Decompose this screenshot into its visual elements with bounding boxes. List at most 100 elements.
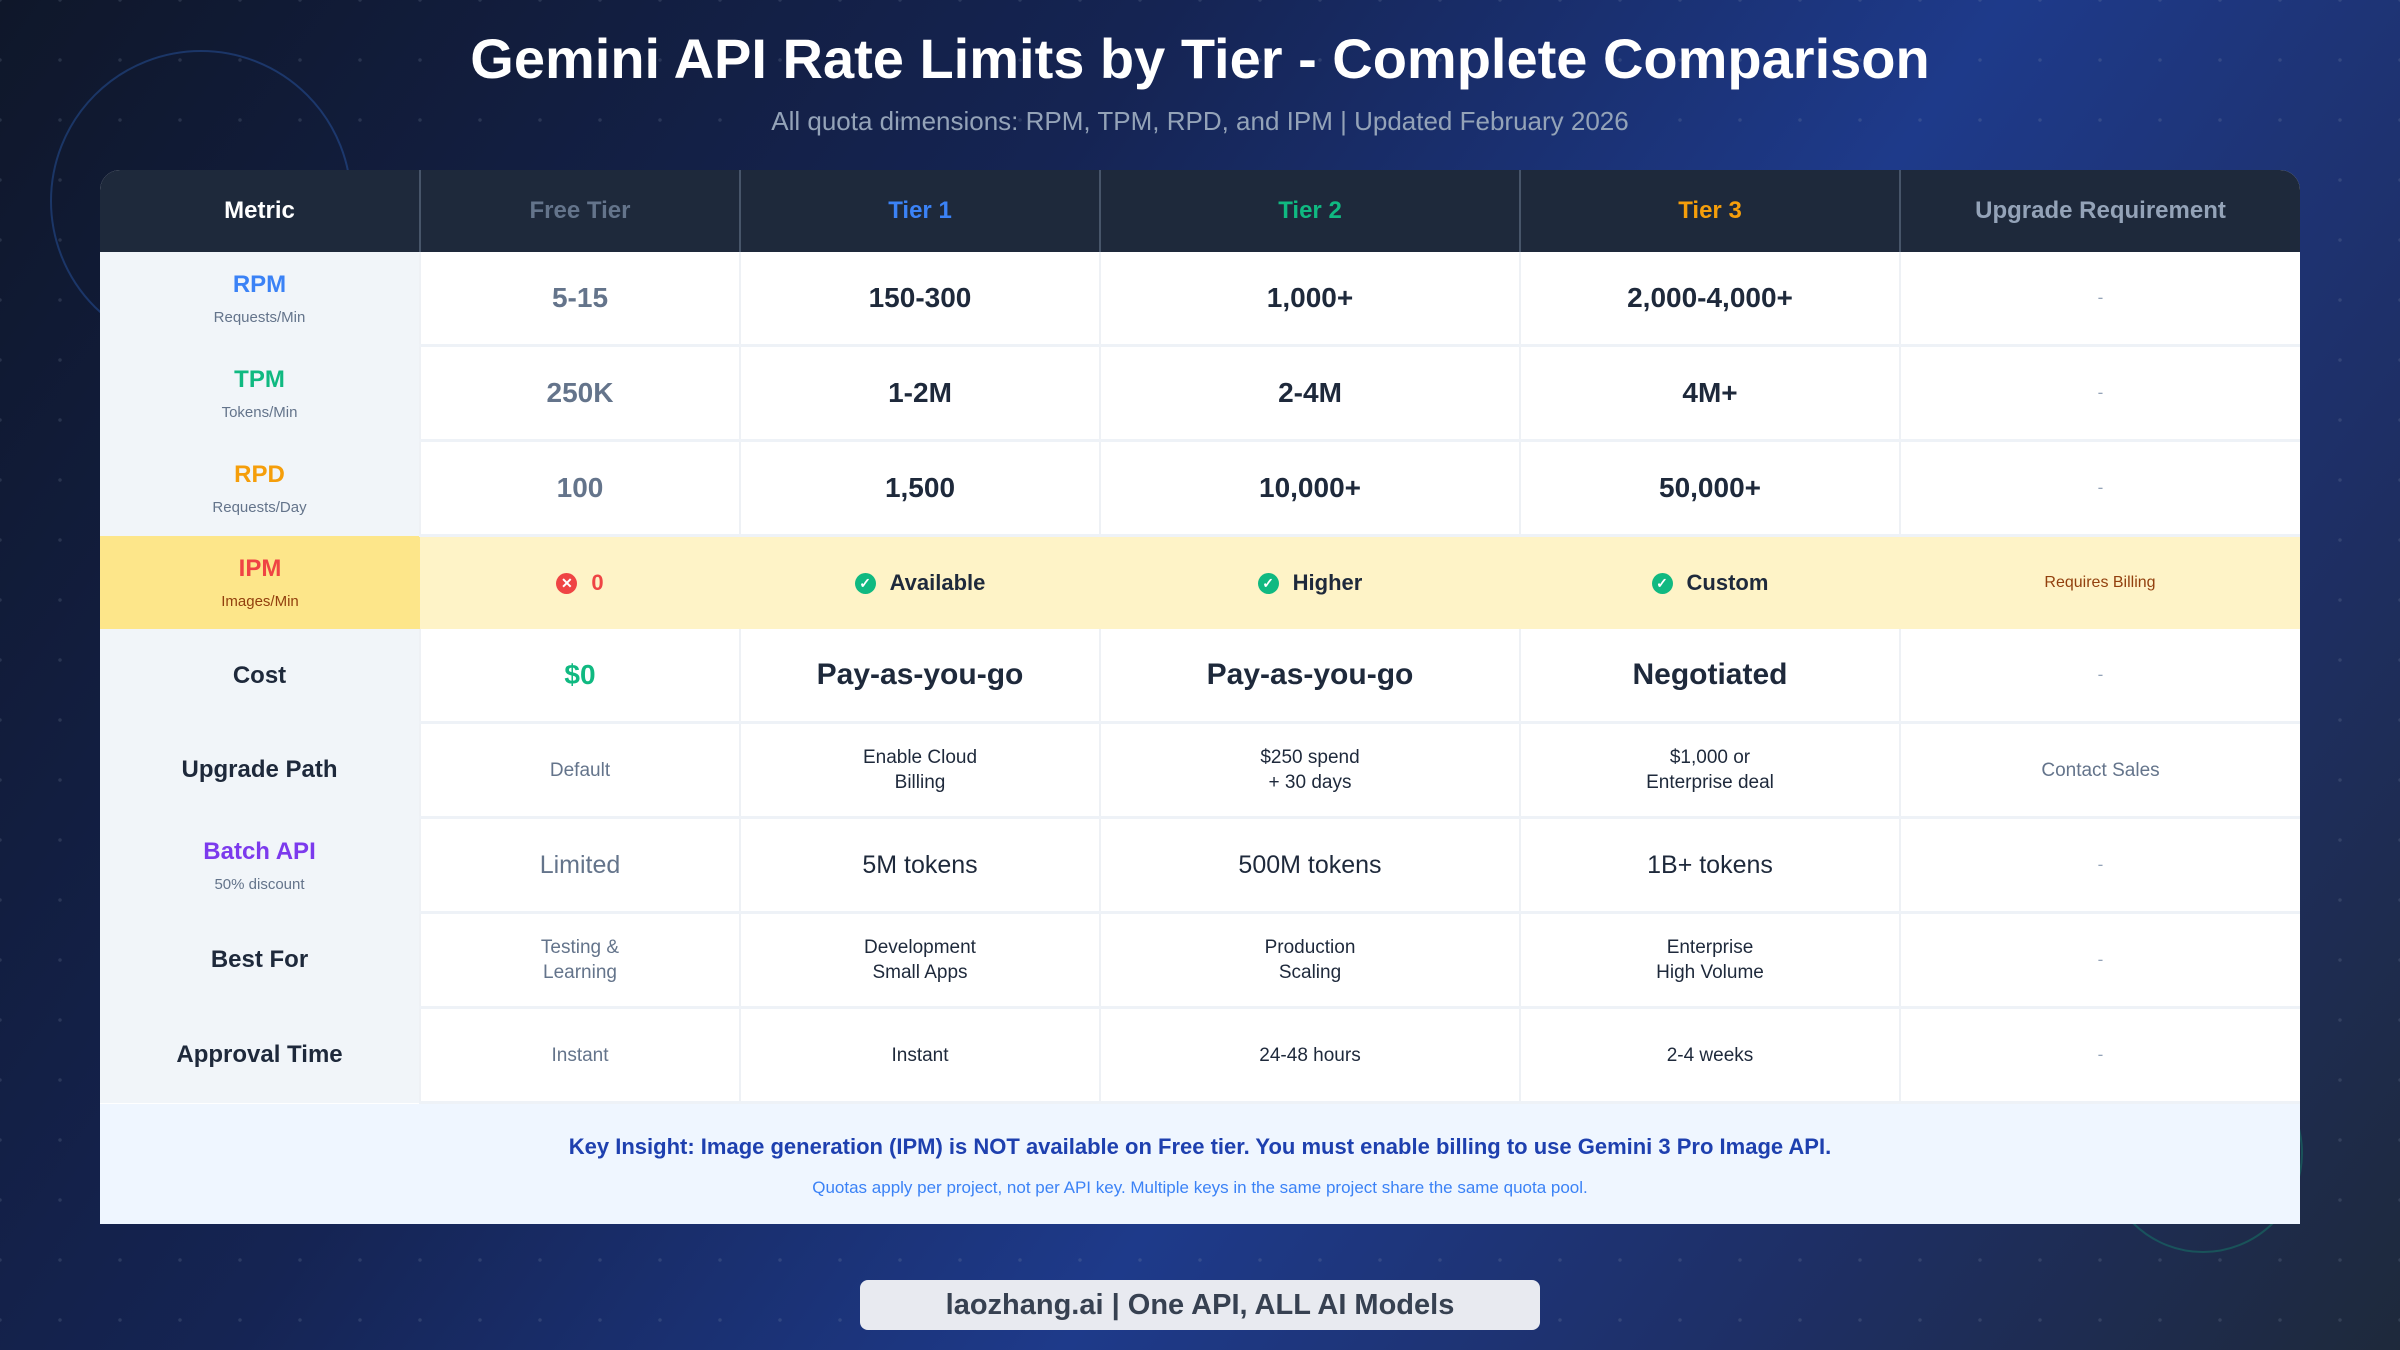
metric-name: Approval Time [176,1041,343,1068]
cell-tier2: ✓ Higher [1100,535,1520,629]
table-row-approval-time: Approval Time Instant Instant 24-48 hour… [100,1007,2300,1104]
cell-upgrade: - [1899,345,2300,442]
table-row-rpd: RPD Requests/Day 100 1,500 10,000+ 50,00… [100,440,2300,537]
cell-free: Limited [419,817,740,914]
x-circle-icon: ✕ [556,572,578,594]
metric-subtitle: Tokens/Min [221,403,298,421]
cell-upgrade: - [1899,252,2300,347]
cell-free: 250K [419,345,740,442]
ipm-value: Custom [1686,570,1769,595]
rate-limits-table: Metric Free Tier Tier 1 Tier 2 Tier 3 Up… [100,170,2300,1104]
check-circle-icon: ✓ [854,572,876,594]
key-insight-text: Key Insight: Image generation (IPM) is N… [568,1134,1832,1159]
cell-free: Instant [419,1007,740,1104]
page-title: Gemini API Rate Limits by Tier - Complet… [470,27,1930,90]
cell-tier2: 1,000+ [1099,252,1520,347]
cell-line: Billing [894,772,946,793]
header-upgrade-requirement: Upgrade Requirement [1899,170,2300,252]
cell-tier2: 10,000+ [1099,440,1520,537]
cell-tier1: 1-2M [739,345,1100,442]
metric-subtitle: 50% discount [214,875,305,893]
table-row-cost: Cost $0 Pay-as-you-go Pay-as-you-go Nego… [100,629,2300,724]
cell-tier1: Development Small Apps [739,912,1100,1009]
cell-tier3: Negotiated [1519,629,1900,724]
cell-tier1: 150-300 [739,252,1100,347]
cell-line: Small Apps [872,962,968,983]
cell-upgrade: - [1899,1007,2300,1104]
table-row-upgrade-path: Upgrade Path Default Enable Cloud Billin… [100,722,2300,819]
cell-tier3: $1,000 or Enterprise deal [1519,722,1900,819]
ipm-value: Available [889,570,986,595]
cell-line: Contact Sales [2041,759,2160,781]
metric-cell: Approval Time [100,1007,420,1103]
metric-cell: Cost [100,629,420,723]
metric-subtitle: Requests/Day [212,498,307,516]
header-metric: Metric [100,170,420,252]
cell-tier3: 2,000-4,000+ [1519,252,1900,347]
ipm-value: 0 [591,570,604,595]
cell-tier2: $250 spend + 30 days [1099,722,1520,819]
cell-line: Development [864,937,976,958]
cell-tier3: 1B+ tokens [1519,817,1900,914]
cell-upgrade: - [1899,912,2300,1009]
header-tier-1: Tier 1 [739,170,1100,252]
cell-tier2: 500M tokens [1099,817,1520,914]
brand-footer-badge: laozhang.ai | One API, ALL AI Models [860,1280,1540,1330]
metric-cell: Batch API 50% discount [100,817,420,913]
cell-line: + 30 days [1268,772,1352,793]
cell-tier2: 24-48 hours [1099,1007,1520,1104]
cell-free: 100 [419,440,740,537]
cell-tier3: 4M+ [1519,345,1900,442]
ipm-value: Higher [1292,570,1363,595]
cell-tier1: ✓ Available [740,535,1100,629]
cell-upgrade: Contact Sales [1899,722,2300,819]
metric-cell: RPD Requests/Day [100,440,420,536]
quota-note: Quotas apply per project, not per API ke… [812,1178,1588,1197]
cell-free: Default [419,722,740,819]
table-header-row: Metric Free Tier Tier 1 Tier 2 Tier 3 Up… [100,170,2300,252]
metric-cell: TPM Tokens/Min [100,345,420,441]
key-insight-box: Key Insight: Image generation (IPM) is N… [100,1104,2300,1224]
metric-name: RPM [232,271,287,299]
metric-cell: Upgrade Path [100,722,420,818]
cell-tier3: 2-4 weeks [1519,1007,1900,1104]
cell-upgrade: - [1899,817,2300,914]
metric-name: Upgrade Path [181,756,338,783]
check-circle-icon: ✓ [1651,572,1673,594]
metric-cell: IPM Images/Min [100,535,420,629]
cell-tier2: 2-4M [1099,345,1520,442]
table-row-ipm: IPM Images/Min ✕ 0 ✓ Available [100,535,2300,629]
cell-line: Enterprise [1666,937,1754,958]
table-row-best-for: Best For Testing & Learning Development … [100,912,2300,1009]
metric-name: Batch API [203,837,316,865]
cell-tier3: Enterprise High Volume [1519,912,1900,1009]
cell-line: Learning [543,962,617,983]
cell-upgrade: - [1899,629,2300,724]
metric-cell: RPM Requests/Min [100,252,420,346]
cell-line: Scaling [1278,962,1342,983]
cell-free: Testing & Learning [419,912,740,1009]
table-row-tpm: TPM Tokens/Min 250K 1-2M 2-4M 4M+ - [100,345,2300,442]
metric-subtitle: Images/Min [221,592,299,610]
cell-line: High Volume [1656,962,1764,983]
cell-tier3: ✓ Custom [1520,535,1900,629]
cell-tier2: Production Scaling [1099,912,1520,1009]
cell-tier1: 1,500 [739,440,1100,537]
check-circle-icon: ✓ [1257,572,1279,594]
cell-tier3: 50,000+ [1519,440,1900,537]
cell-upgrade: - [1899,440,2300,537]
cell-line: Testing & [540,937,620,958]
comparison-card: Metric Free Tier Tier 1 Tier 2 Tier 3 Up… [100,170,2300,1224]
cell-free: 5-15 [419,252,740,347]
cell-free: $0 [419,629,740,724]
metric-name: RPD [234,460,285,488]
metric-name: IPM [238,554,282,582]
metric-cell: Best For [100,912,420,1008]
cell-line: Default [549,759,611,781]
cell-line: $250 spend [1260,747,1360,768]
cell-tier2: Pay-as-you-go [1099,629,1520,724]
metric-name: Best For [210,946,309,973]
table-row-rpm: RPM Requests/Min 5-15 150-300 1,000+ 2,0… [100,252,2300,347]
metric-subtitle: Requests/Min [213,309,306,327]
metric-name: TPM [234,365,285,393]
